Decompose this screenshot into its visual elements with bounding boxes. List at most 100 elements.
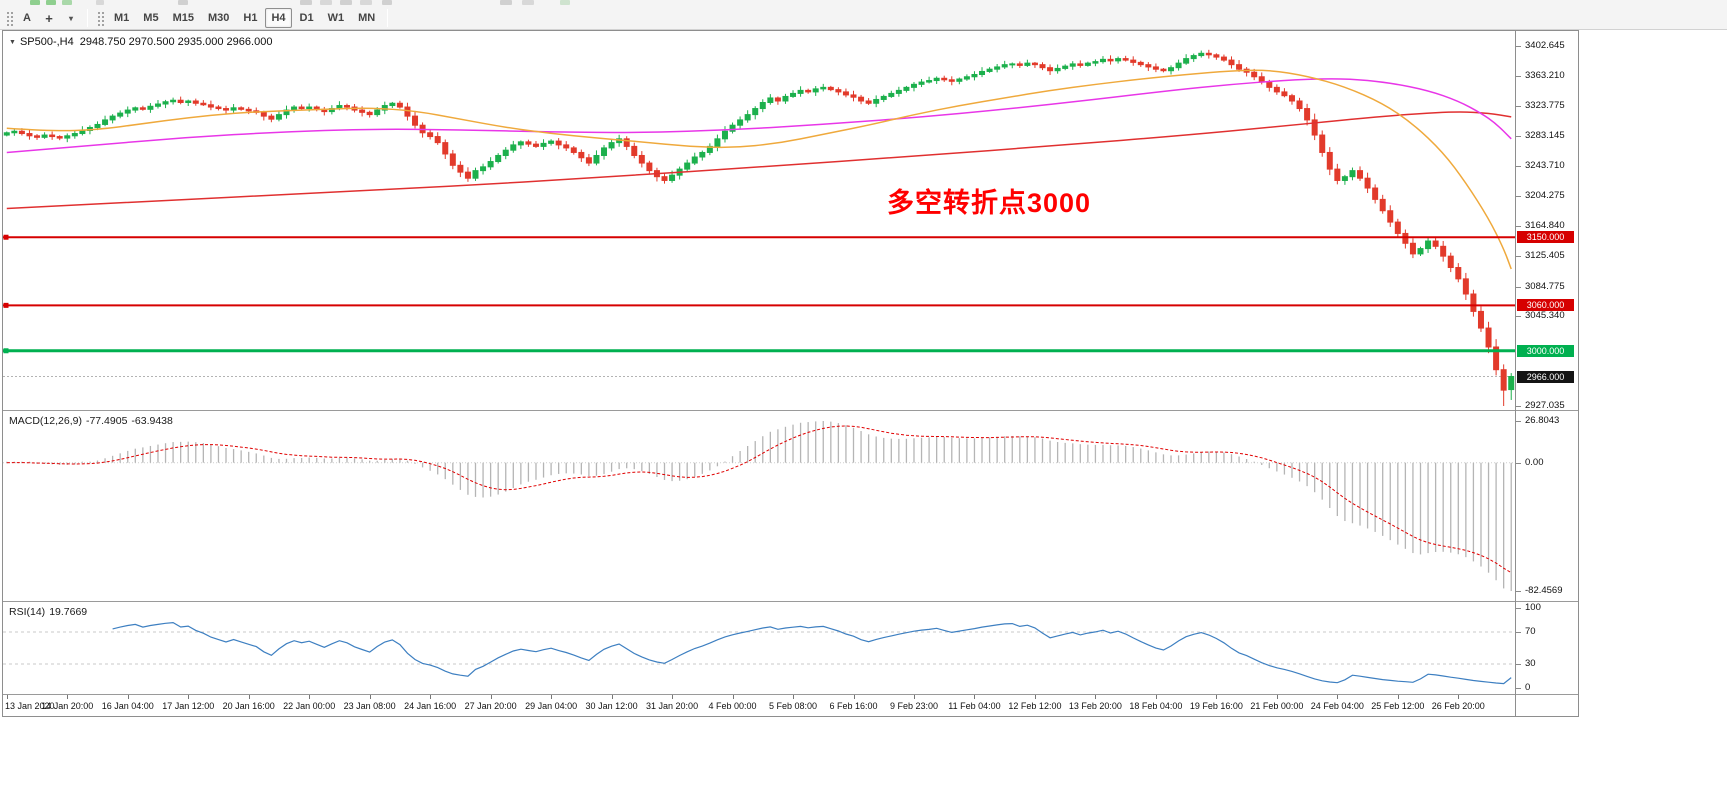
tools-dropdown-button[interactable]: ▾: [61, 8, 81, 28]
time-axis-label: 30 Jan 12:00: [585, 701, 638, 711]
price-tick-label: 3164.840: [1525, 220, 1565, 231]
time-tickmark: [490, 695, 492, 699]
price-tickmark: [1516, 105, 1521, 107]
font-tool-button[interactable]: A: [17, 8, 37, 28]
time-axis-label: 13 Feb 20:00: [1068, 701, 1122, 711]
chart-ohlc-label: 2948.750 2970.500 2935.000 2966.000: [79, 36, 273, 48]
timeframe-button-m5[interactable]: M5: [137, 8, 164, 28]
time-axis-label: 6 Feb 16:00: [829, 701, 878, 711]
price-tickmark: [1516, 255, 1521, 257]
clipped-icon-fragment: [300, 0, 312, 5]
time-axis-label: 31 Jan 20:00: [646, 701, 699, 711]
toolbar-separator: [87, 9, 88, 27]
main-chart-panel[interactable]: ▼ SP500-,H4 2948.750 2970.500 2935.000 296…: [3, 31, 1515, 411]
time-tickmark: [430, 695, 432, 699]
macd-label: MACD(12,26,9) -77.4905 -63.9438: [9, 415, 177, 427]
rsi-value: 19.7669: [49, 606, 88, 618]
rsi-scale-label: 100: [1525, 602, 1541, 613]
time-axis-label: 17 Jan 12:00: [162, 701, 215, 711]
timeframe-button-h4[interactable]: H4: [265, 8, 292, 28]
clipped-icon-fragment: [178, 0, 188, 5]
price-tick-label: 3402.645: [1525, 40, 1565, 51]
rsi-chart: [3, 621, 1515, 685]
price-tick-label: 2927.035: [1525, 400, 1565, 411]
timeframe-button-d1[interactable]: D1: [294, 8, 320, 28]
price-tick-label: 3363.210: [1525, 69, 1565, 81]
time-tickmark: [672, 695, 674, 699]
macd-tickmark: [1516, 462, 1521, 464]
price-tickmark: [1516, 46, 1521, 47]
time-axis-label: 21 Feb 00:00: [1250, 701, 1304, 711]
price-tick-label: 3045.340: [1525, 310, 1565, 322]
toolbar: A + ▾ M1 M5 M15 M30 H1 H4 D1 W1 MN: [0, 0, 1727, 30]
time-tickmark: [248, 695, 250, 699]
time-tickmark: [1216, 695, 1218, 699]
clipped-icon-fragment: [340, 0, 352, 5]
chart-annotation: 多空转折点3000: [887, 188, 1092, 218]
chart-symbol-label: SP500-,H4: [19, 36, 74, 48]
timeframe-button-m1[interactable]: M1: [108, 8, 135, 28]
time-tickmark: [1337, 695, 1339, 699]
time-tickmark: [6, 695, 8, 699]
crosshair-icon: +: [45, 10, 53, 26]
chart-dropdown-icon[interactable]: ▼: [9, 39, 16, 46]
rsi-panel[interactable]: RSI(14) 19.7669: [3, 602, 1515, 695]
time-tickmark: [1397, 695, 1399, 699]
macd-signal-line: [6, 425, 1512, 574]
timeframe-button-h1[interactable]: H1: [237, 8, 263, 28]
clipped-icon-fragment: [360, 0, 372, 5]
time-tickmark: [1155, 695, 1157, 699]
macd-main-value: -77.4905: [85, 415, 128, 427]
rsi-tickmark: [1516, 664, 1521, 665]
clipped-icon-fragment: [382, 0, 392, 5]
time-axis-label: 12 Feb 12:00: [1008, 701, 1062, 711]
price-tickmark: [1516, 286, 1521, 288]
macd-panel[interactable]: MACD(12,26,9) -77.4905 -63.9438: [3, 411, 1515, 602]
price-line-tag[interactable]: 3000.000: [1517, 344, 1574, 357]
chart-window: ▼ SP500-,H4 2948.750 2970.500 2935.000 296…: [2, 30, 1579, 717]
time-tickmark: [369, 695, 371, 699]
time-tickmark: [188, 695, 190, 699]
crosshair-tool-button[interactable]: +: [39, 8, 59, 28]
macd-signal-value: -63.9438: [131, 415, 173, 427]
time-axis-label: 14 Jan 20:00: [41, 701, 94, 711]
price-scale-rsi: 100 70 30 0: [1516, 602, 1578, 695]
clipped-icon-fragment: [46, 0, 56, 5]
price-scale-macd: 26.8043 0.00 -82.4569: [1516, 411, 1578, 602]
time-axis-label: 4 Feb 00:00: [708, 701, 757, 711]
macd-scale-label: 0.00: [1525, 456, 1544, 468]
price-tickmark: [1516, 406, 1521, 407]
time-axis[interactable]: 13 Jan 2020 14 Jan 20:00 16 Jan 04:00 17 Ja…: [3, 695, 1515, 716]
timeframe-button-w1[interactable]: W1: [322, 8, 351, 28]
price-scale-main[interactable]: 3402.645 3363.210 3323.775 3283.145 3243.710…: [1516, 31, 1578, 411]
time-axis-label: 26 Feb 20:00: [1431, 701, 1485, 711]
timeframe-button-mn[interactable]: MN: [352, 8, 381, 28]
time-axis-label: 5 Feb 08:00: [768, 701, 818, 711]
price-line-tag[interactable]: 3150.000: [1517, 231, 1574, 244]
timeframe-button-m15[interactable]: M15: [167, 8, 200, 28]
price-scale-column[interactable]: 3402.645 3363.210 3323.775 3283.145 3243.710…: [1516, 31, 1578, 716]
macd-tickmark: [1516, 421, 1521, 422]
toolbar-grip[interactable]: [96, 10, 104, 26]
time-axis-label: 13 Jan 2020: [5, 701, 55, 711]
time-axis-label: 23 Jan 08:00: [343, 701, 396, 711]
toolbar-grip[interactable]: [5, 10, 13, 26]
time-tickmark: [853, 695, 855, 699]
current-price-tag: 2966.000: [1517, 370, 1574, 383]
time-tickmark: [793, 695, 795, 699]
timeframe-button-m30[interactable]: M30: [202, 8, 235, 28]
price-tick-label: 3125.405: [1525, 249, 1565, 261]
time-tickmark: [611, 695, 613, 699]
time-axis-label: 11 Feb 04:00: [948, 701, 1001, 711]
line-handle: [3, 234, 9, 240]
price-line-tag[interactable]: 3060.000: [1517, 299, 1574, 312]
clipped-icon-fragment: [560, 0, 570, 5]
toolbar-row: A + ▾ M1 M5 M15 M30 H1 H4 D1 W1 MN: [2, 8, 393, 28]
time-tickmark: [551, 695, 553, 699]
time-tickmark: [913, 695, 915, 699]
price-tickmark: [1516, 316, 1521, 318]
macd-chart: [3, 421, 1515, 591]
ma-fast: [6, 69, 1512, 270]
macd-scale-label: 26.8043: [1525, 415, 1560, 426]
clipped-icon-fragment: [62, 0, 72, 5]
